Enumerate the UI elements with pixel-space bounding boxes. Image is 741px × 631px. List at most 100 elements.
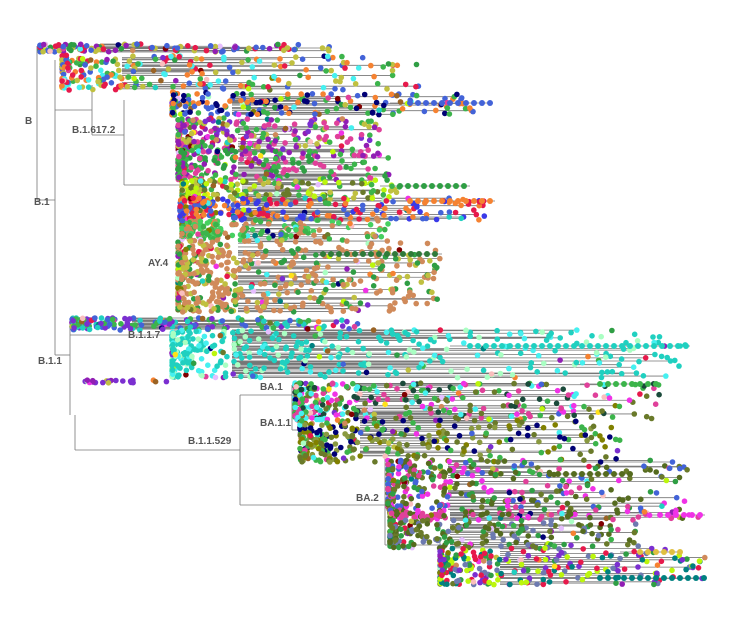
- tree-tip: [208, 295, 215, 302]
- tree-tip: [604, 369, 611, 375]
- tree-tip: [126, 316, 133, 322]
- tree-tip: [213, 263, 219, 270]
- tree-tip: [456, 432, 463, 439]
- tree-tip: [491, 389, 498, 395]
- tree-tip: [246, 45, 252, 52]
- tree-tip: [265, 163, 271, 169]
- tree-tip: [470, 549, 477, 556]
- tree-tip: [211, 305, 217, 312]
- tree-tip: [396, 247, 403, 253]
- tree-tip: [658, 353, 665, 360]
- tree-tip: [392, 300, 398, 306]
- tree-tip: [172, 57, 178, 63]
- tree-tip: [82, 62, 88, 68]
- tree-tip: [390, 270, 396, 277]
- tree-tip: [684, 467, 690, 473]
- tree-tip: [478, 415, 485, 421]
- tree-tip: [85, 77, 92, 83]
- tree-tip: [299, 213, 306, 219]
- tree-tip: [481, 558, 487, 564]
- tree-tip: [495, 521, 502, 527]
- tree-tip: [375, 396, 382, 402]
- tree-tip: [472, 389, 479, 395]
- tree-tip: [245, 57, 251, 63]
- tree-tip: [127, 378, 134, 385]
- tree-tip: [647, 489, 654, 495]
- tree-tip: [247, 256, 253, 263]
- tree-tip: [279, 259, 286, 266]
- tree-tip: [281, 63, 288, 69]
- tree-tip: [390, 544, 397, 551]
- tree-tip: [304, 353, 311, 359]
- tree-tip: [240, 225, 247, 232]
- tree-tip: [577, 451, 583, 458]
- tree-tip: [249, 97, 255, 103]
- tree-tip: [272, 297, 278, 303]
- tree-tip: [347, 104, 354, 111]
- tree-tip: [558, 525, 565, 532]
- tree-tip: [245, 86, 252, 92]
- tree-tip: [394, 263, 400, 269]
- tree-tip: [381, 438, 388, 444]
- tree-tip: [176, 269, 182, 276]
- tree-tip: [241, 215, 247, 222]
- tree-tip: [191, 124, 197, 130]
- tree-tip: [277, 104, 284, 110]
- tree-tip: [372, 94, 379, 101]
- tree-tip: [664, 354, 670, 361]
- tree-tip: [245, 129, 251, 135]
- tree-tip: [490, 534, 497, 541]
- tree-tip: [180, 360, 186, 366]
- tree-tip: [509, 446, 516, 453]
- tree-tip: [195, 148, 202, 154]
- tree-tip: [323, 431, 330, 438]
- tree-tip: [176, 251, 183, 257]
- tree-tip: [192, 170, 199, 176]
- tree-tip: [327, 425, 333, 432]
- tree-tip: [273, 330, 280, 337]
- tree-tip: [537, 516, 543, 523]
- tree-tip: [275, 41, 281, 48]
- tree-tip: [307, 410, 314, 416]
- tree-tip: [230, 272, 237, 279]
- tree-tip: [203, 340, 209, 347]
- tree-tip: [445, 550, 451, 556]
- tree-tip: [169, 109, 176, 116]
- tree-tip: [475, 381, 481, 387]
- tree-tip: [540, 534, 546, 540]
- tree-tip: [165, 66, 172, 72]
- tree-tip: [295, 160, 302, 166]
- tree-tip: [442, 485, 448, 492]
- tree-tip: [261, 351, 268, 358]
- tree-tip: [110, 58, 116, 64]
- tree-tip: [583, 339, 590, 345]
- tree-tip: [281, 47, 287, 54]
- tree-tip: [256, 58, 263, 64]
- tree-tip: [299, 459, 305, 465]
- tree-tip: [475, 466, 481, 473]
- tree-tip: [280, 209, 286, 215]
- tree-tip: [366, 137, 373, 144]
- tree-tip: [486, 563, 493, 570]
- tree-tip: [479, 470, 486, 476]
- tree-tip: [261, 123, 268, 129]
- tree-tip: [491, 495, 498, 501]
- tree-tip: [257, 307, 264, 314]
- tree-tip: [69, 72, 76, 78]
- tree-tip: [235, 69, 241, 75]
- tree-tip: [255, 144, 261, 150]
- tree-tip: [350, 447, 357, 453]
- tree-tip: [553, 400, 560, 407]
- tree-tip: [459, 537, 465, 543]
- tree-tip: [383, 329, 390, 336]
- tree-tip: [379, 419, 386, 425]
- tree-tip: [294, 184, 301, 190]
- tree-tip: [139, 75, 145, 82]
- tree-tip: [344, 266, 350, 272]
- tree-tip: [395, 544, 402, 551]
- tree-tip: [561, 435, 568, 442]
- tree-tip: [301, 98, 308, 104]
- tree-tip: [286, 149, 293, 156]
- tree-tip: [463, 459, 469, 466]
- tree-tip: [302, 228, 309, 234]
